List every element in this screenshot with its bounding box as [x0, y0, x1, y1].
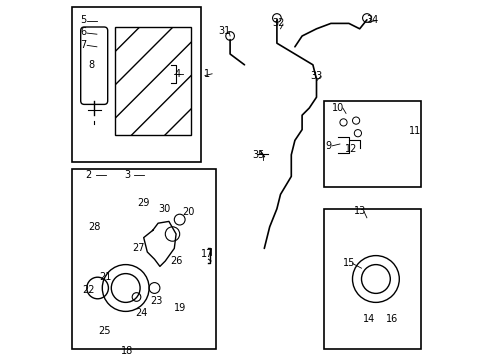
- Bar: [115, 27, 190, 135]
- Text: 5: 5: [80, 15, 86, 25]
- Text: 28: 28: [88, 222, 101, 232]
- Text: 31: 31: [218, 26, 230, 36]
- Text: 12: 12: [344, 144, 356, 154]
- Text: 34: 34: [366, 15, 378, 25]
- Text: 10: 10: [331, 103, 344, 113]
- Text: 24: 24: [136, 308, 148, 318]
- Text: 35: 35: [252, 150, 264, 160]
- Text: 19: 19: [173, 303, 185, 313]
- Text: 13: 13: [353, 206, 365, 216]
- Text: 33: 33: [310, 71, 322, 81]
- Text: 29: 29: [137, 198, 150, 208]
- Text: 1: 1: [203, 69, 209, 79]
- FancyBboxPatch shape: [81, 27, 107, 104]
- Text: 15: 15: [342, 258, 354, 268]
- Text: 4: 4: [175, 69, 181, 79]
- Text: 21: 21: [100, 272, 112, 282]
- Text: 22: 22: [82, 285, 95, 295]
- Text: 9: 9: [325, 141, 331, 151]
- Text: 23: 23: [150, 296, 162, 306]
- Text: 8: 8: [88, 60, 94, 70]
- Text: 25: 25: [98, 326, 110, 336]
- Text: 20: 20: [182, 207, 195, 217]
- Text: 6: 6: [80, 27, 86, 37]
- Text: 18: 18: [121, 346, 133, 356]
- Text: 2: 2: [84, 170, 91, 180]
- Text: 3: 3: [124, 170, 130, 180]
- Text: 30: 30: [158, 204, 170, 214]
- Text: 17: 17: [200, 249, 212, 259]
- Text: 26: 26: [169, 256, 182, 266]
- Text: 27: 27: [132, 243, 144, 253]
- Text: 11: 11: [408, 126, 421, 136]
- Text: 16: 16: [385, 314, 397, 324]
- Text: 7: 7: [80, 40, 86, 50]
- Text: 32: 32: [272, 18, 285, 28]
- Text: 14: 14: [362, 314, 374, 324]
